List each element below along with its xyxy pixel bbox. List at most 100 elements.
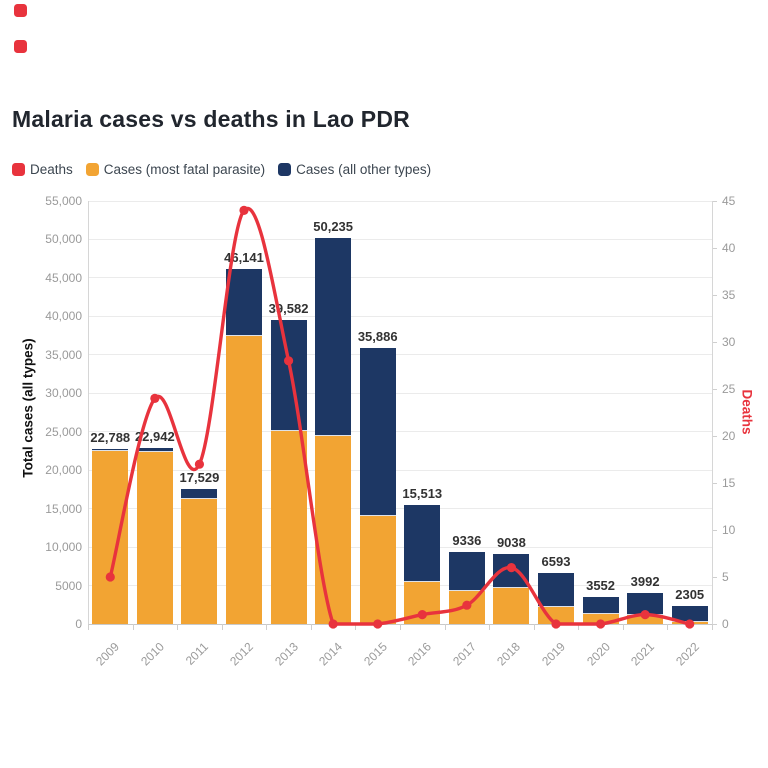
x-axis-tickmark — [489, 624, 491, 630]
deaths-marker[interactable] — [551, 619, 561, 629]
bar-segment-cases-most-fatal[interactable] — [92, 450, 129, 624]
bar-segment-cases-other[interactable] — [136, 447, 173, 453]
gridline — [88, 238, 712, 240]
x-axis-label: 2019 — [539, 639, 568, 669]
left-axis-tick-label: 40,000 — [45, 309, 82, 324]
x-axis-tickmark — [221, 624, 223, 630]
deaths-marker[interactable] — [595, 619, 606, 629]
deaths-marker[interactable] — [328, 619, 338, 629]
bar-segment-cases-most-fatal[interactable] — [226, 335, 262, 624]
left-axis-title: Total cases (all types) — [20, 338, 36, 478]
gridline — [88, 354, 712, 356]
bar-segment-cases-other[interactable] — [181, 489, 218, 500]
right-axis-tickmark — [712, 576, 717, 578]
x-axis-label: 2022 — [672, 639, 702, 669]
right-axis-tickmark — [712, 623, 717, 625]
bar-total-label: 2305 — [675, 587, 705, 603]
right-axis-line — [712, 201, 713, 624]
right-axis-tick-label: 20 — [722, 429, 736, 443]
bar-segment-cases-other[interactable] — [448, 552, 485, 591]
deaths-marker[interactable] — [640, 610, 650, 620]
x-axis-label: 2011 — [183, 639, 212, 668]
deaths-marker[interactable] — [462, 600, 472, 610]
legend-label: Cases (all other types) — [296, 162, 432, 177]
x-axis-tickmark — [667, 624, 669, 630]
bar-total-label: 22,942 — [134, 428, 175, 444]
right-axis-tickmark — [712, 482, 717, 484]
x-axis-tickmark — [622, 624, 624, 630]
right-axis-tick-label: 30 — [722, 335, 736, 349]
left-axis-tick-label: 55,000 — [45, 194, 82, 208]
deaths-marker[interactable] — [373, 619, 383, 629]
x-axis-tickmark — [578, 624, 580, 630]
deaths-marker[interactable] — [685, 619, 695, 629]
right-axis-tick-label: 25 — [722, 382, 736, 396]
right-axis-tickmark — [712, 341, 717, 343]
right-axis-tickmark — [712, 294, 717, 296]
bar-total-label: 46,141 — [224, 250, 264, 266]
deaths-marker[interactable] — [194, 459, 205, 469]
x-axis-label: 2013 — [271, 639, 301, 669]
legend-item-cases-other[interactable]: Cases (all other types) — [278, 162, 431, 177]
right-axis-tickmark — [712, 529, 717, 531]
right-axis-tick-label: 35 — [722, 288, 736, 302]
bar-segment-cases-other[interactable] — [582, 596, 619, 614]
right-axis-title: Deaths — [739, 389, 755, 435]
left-axis-line — [88, 201, 89, 624]
bar-segment-cases-other[interactable] — [92, 448, 129, 451]
left-axis-tick-label: 15,000 — [45, 501, 82, 516]
x-axis-tickmark — [533, 624, 535, 630]
x-axis-tickmark — [444, 624, 446, 630]
bar-segment-cases-most-fatal[interactable] — [181, 499, 218, 624]
deaths-marker[interactable] — [506, 563, 517, 573]
x-axis-label: 2021 — [628, 639, 658, 669]
x-axis-label: 2015 — [360, 639, 390, 669]
red-rounded-square-icon — [14, 4, 27, 17]
bar-segment-cases-most-fatal[interactable] — [315, 435, 352, 624]
right-axis-tickmark — [712, 435, 717, 437]
bar-segment-cases-other[interactable] — [270, 319, 307, 431]
left-axis-tick-label: 20,000 — [45, 463, 82, 478]
deaths-marker[interactable] — [417, 610, 427, 620]
x-axis-tickmark — [177, 624, 179, 630]
right-axis-tick-label: 10 — [722, 523, 736, 537]
left-axis-tick-label: 35,000 — [45, 347, 82, 362]
x-axis-label: 2018 — [494, 639, 524, 669]
legend-item-cases-most-fatal[interactable]: Cases (most fatal parasite) — [85, 162, 265, 177]
deaths-marker[interactable] — [105, 572, 115, 582]
x-axis-label: 2016 — [405, 639, 435, 669]
right-axis-tickmark — [712, 247, 717, 249]
deaths-marker[interactable] — [283, 356, 294, 366]
x-axis-tickmark — [310, 624, 312, 630]
chart-legend: Deaths Cases (most fatal parasite) Cases… — [12, 162, 431, 177]
right-axis-tick-label: 15 — [722, 476, 736, 490]
bar-total-label: 50,235 — [313, 218, 354, 234]
gridline — [88, 200, 712, 202]
x-axis-label: 2014 — [316, 639, 346, 669]
deaths-swatch-icon — [12, 163, 25, 176]
right-axis-tick-label: 40 — [722, 241, 736, 255]
right-axis-tick-label: 0 — [722, 617, 729, 631]
right-axis-tickmark — [712, 388, 717, 390]
x-axis-label: 2010 — [138, 639, 167, 669]
legend-item-deaths[interactable]: Deaths — [12, 162, 73, 177]
bar-segment-cases-most-fatal[interactable] — [359, 516, 396, 624]
left-axis-tick-label: 25,000 — [45, 424, 82, 439]
x-axis-label: 2009 — [93, 639, 123, 669]
left-axis-tick-label: 0 — [75, 617, 82, 631]
right-axis-tickmark — [712, 200, 717, 202]
x-axis-tickmark — [400, 624, 401, 630]
left-axis-tick-label: 30,000 — [45, 386, 82, 401]
deaths-marker[interactable] — [150, 393, 160, 403]
bar-total-label: 9038 — [496, 535, 526, 551]
cases-other-swatch-icon — [278, 163, 292, 176]
gridline — [88, 277, 712, 279]
bar-segment-cases-most-fatal[interactable] — [493, 587, 530, 624]
deaths-marker[interactable] — [239, 205, 249, 215]
bar-segment-cases-most-fatal[interactable] — [270, 430, 307, 624]
x-axis-tickmark — [132, 624, 134, 630]
chart-title: Malaria cases vs deaths in Lao PDR — [12, 106, 410, 132]
x-axis-tickmark — [266, 624, 268, 630]
bar-total-label: 35,886 — [357, 329, 398, 344]
